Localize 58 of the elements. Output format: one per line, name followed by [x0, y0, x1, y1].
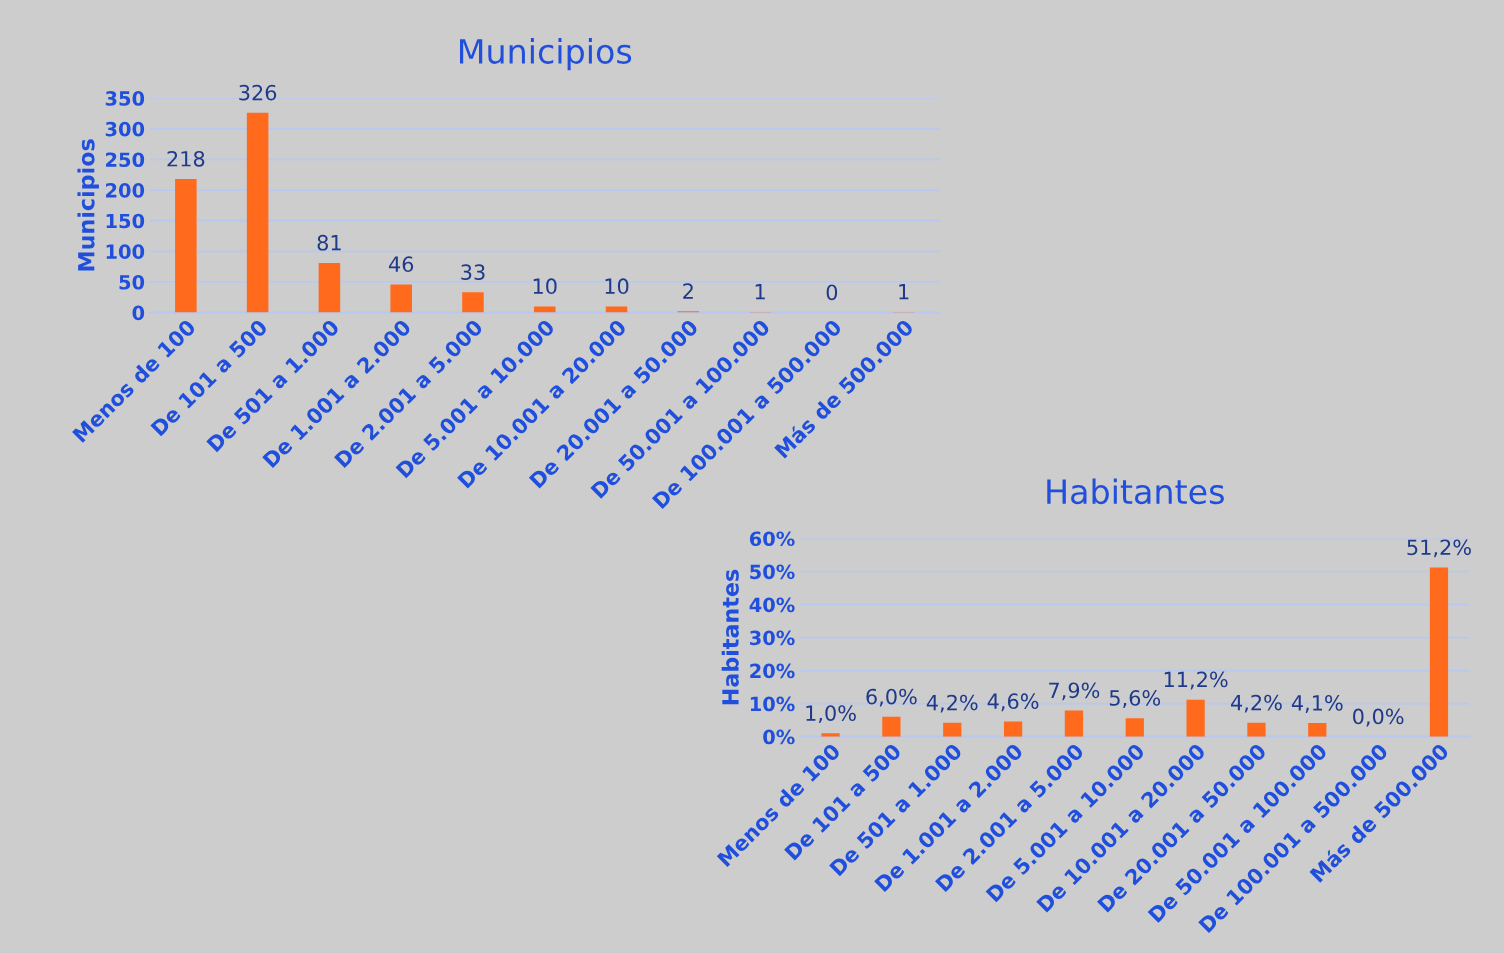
bar	[462, 292, 484, 313]
y-tick-label: 0%	[763, 729, 795, 745]
data-label: 4,1%	[1291, 695, 1343, 713]
data-label: 218	[167, 150, 205, 167]
data-label: 2	[683, 283, 693, 299]
bar	[1247, 722, 1266, 737]
data-label: 11,2%	[1164, 671, 1228, 690]
y-axis-title: Habitantes	[721, 569, 739, 705]
chart-title: Habitantes	[1047, 478, 1224, 505]
y-tick-label: 200	[106, 183, 145, 198]
data-label: 1,0%	[806, 705, 856, 724]
y-tick-label: 300	[105, 121, 145, 137]
y-tick-label: 10%	[750, 696, 795, 712]
data-label: 10	[605, 278, 629, 295]
bar	[1186, 699, 1205, 737]
bar	[882, 716, 901, 737]
data-label: 4,2%	[1231, 694, 1282, 713]
bar	[1003, 721, 1023, 737]
data-label: 4,2%	[926, 694, 978, 713]
data-label: 6,0%	[866, 688, 917, 707]
y-tick-label: 0	[132, 305, 145, 321]
y-axis-title: Municipios	[77, 139, 99, 271]
bar	[390, 284, 412, 313]
data-label: 4,6%	[987, 693, 1039, 712]
bar	[533, 306, 556, 313]
data-label: 1	[755, 284, 765, 300]
data-label: 10	[533, 278, 557, 295]
bar	[943, 722, 962, 737]
data-label: 81	[317, 234, 341, 251]
y-tick-label: 40%	[749, 597, 795, 613]
data-label: 7,9%	[1049, 682, 1100, 701]
y-tick-label: 250	[106, 152, 145, 168]
y-tick-label: 60%	[749, 531, 795, 547]
data-label: 33	[461, 264, 485, 280]
data-label: 0,0%	[1353, 708, 1404, 727]
data-label: 51,2%	[1407, 539, 1471, 558]
y-tick-label: 150	[106, 213, 145, 229]
bar	[318, 262, 341, 313]
bar	[1429, 567, 1449, 737]
y-tick-label: 100	[106, 244, 145, 259]
data-label: 46	[388, 256, 414, 273]
bar	[175, 179, 197, 313]
y-tick-label: 350	[105, 91, 145, 106]
bar	[1125, 718, 1144, 737]
data-label: 326	[239, 84, 277, 101]
bar	[1064, 710, 1084, 737]
data-label: 5,6%	[1109, 690, 1161, 708]
y-tick-label: 30%	[750, 630, 795, 646]
data-label: 0	[826, 284, 838, 301]
data-label: 1	[899, 284, 909, 300]
chart-title: Municipios	[460, 38, 632, 71]
y-tick-label: 50	[119, 274, 145, 290]
bar	[821, 733, 840, 737]
bar	[246, 112, 269, 313]
y-tick-label: 50%	[750, 564, 795, 580]
bar	[605, 306, 628, 313]
y-tick-label: 20%	[750, 663, 795, 679]
bar	[1308, 723, 1327, 737]
